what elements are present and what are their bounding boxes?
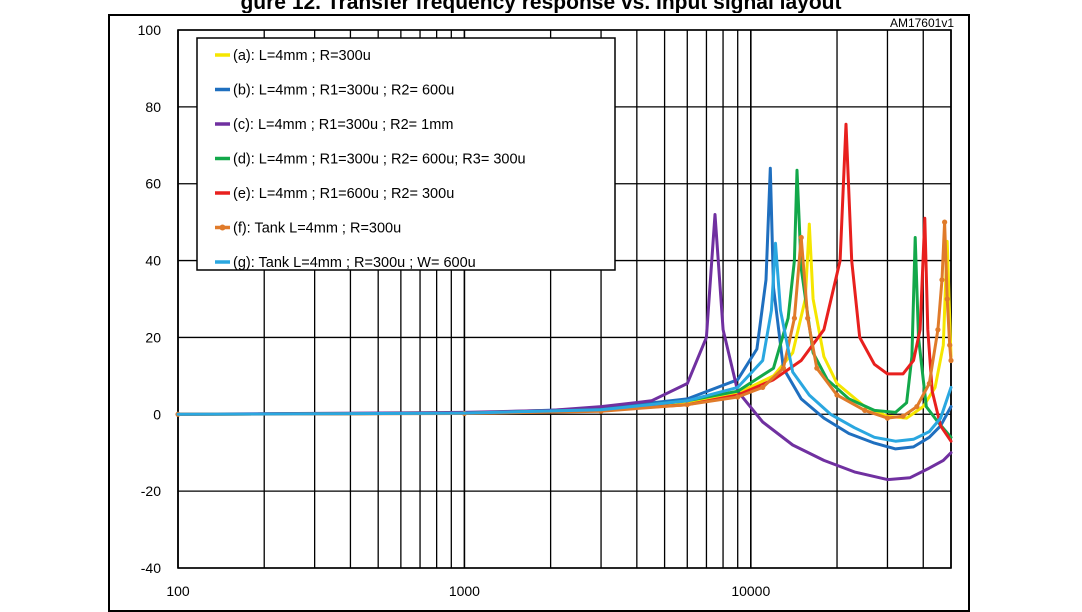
y-tick-label: -20 — [141, 483, 161, 499]
reference-label: AM17601v1 — [890, 16, 954, 30]
legend-entry-label: (b): L=4mm ; R1=300u ; R2= 600u — [233, 83, 454, 99]
series-point-f — [805, 315, 811, 321]
axes: -40 -20 0 20 40 60 80 100 100 1000 10000 — [138, 22, 771, 599]
series-point-f — [814, 365, 820, 371]
legend-entry-label: (a): L=4mm ; R=300u — [233, 48, 371, 64]
y-tick-label: -40 — [141, 560, 161, 576]
series-point-f — [939, 277, 945, 283]
legend-entry-label: (e): L=4mm ; R1=600u ; R2= 300u — [233, 186, 454, 202]
y-tick-label: 40 — [145, 253, 161, 269]
series-point-f — [944, 296, 950, 302]
legend: (a): L=4mm ; R=300u (b): L=4mm ; R1=300u … — [196, 37, 616, 271]
series-point-f — [926, 380, 932, 387]
series-point-f — [760, 384, 766, 390]
x-tick-label: 10000 — [731, 583, 770, 599]
series-point-f — [791, 315, 798, 321]
y-tick-label: 80 — [145, 99, 161, 115]
legend-entry-label: (f): Tank L=4mm ; R=300u — [233, 221, 401, 237]
plot-area-border — [177, 29, 952, 569]
x-tick-label: 100 — [166, 583, 190, 599]
series-line-g — [176, 241, 953, 443]
y-tick-label: 60 — [145, 176, 161, 192]
legend-entry-label: (g): Tank L=4mm ; R=300u ; W= 600u — [233, 255, 476, 271]
series-point-f — [884, 415, 891, 421]
x-tick-label: 1000 — [449, 583, 480, 599]
series-point-f — [862, 407, 868, 414]
legend-box — [196, 37, 616, 271]
series-point-f — [900, 413, 906, 419]
y-tick-label: 0 — [153, 406, 161, 422]
figure-title: gure 12. Transfer frequency response vs.… — [240, 0, 842, 13]
y-tick-label: 20 — [145, 329, 161, 345]
series-line-a — [176, 222, 953, 420]
legend-entry-label: (d): L=4mm ; R1=300u ; R2= 600u; R3= 300… — [233, 152, 526, 168]
y-tick-label: 100 — [138, 22, 162, 38]
series-point-f — [947, 342, 953, 348]
series-lines — [175, 122, 954, 482]
series-point-f — [834, 392, 840, 398]
series-point-f — [948, 357, 954, 364]
series-point-f — [684, 402, 690, 408]
series-point-f — [780, 365, 787, 371]
legend-entry-label: (c): L=4mm ; R1=300u ; R2= 1mm — [233, 117, 453, 133]
series-point-f — [935, 327, 941, 333]
series-point-f — [735, 394, 741, 400]
series-point-f — [942, 219, 948, 225]
series-point-f — [914, 404, 920, 410]
series-point-f — [798, 234, 804, 241]
legend-swatch-marker — [219, 224, 226, 231]
series-line-d — [176, 168, 953, 439]
